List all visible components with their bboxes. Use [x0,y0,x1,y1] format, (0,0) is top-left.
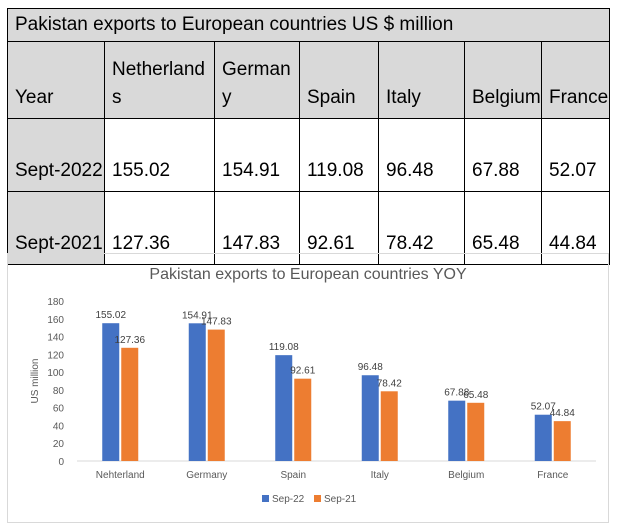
row-year: Sept-2021 [7,191,105,265]
table-cell: 44.84 [540,191,611,265]
table-row: Sept-2021 127.36 147.83 92.61 78.42 65.4… [7,191,611,265]
bar-sep-21 [553,421,571,461]
y-tick-label: 80 [53,386,65,397]
y-axis-label: US million [30,358,41,403]
data-label: 44.84 [550,408,575,419]
legend-swatch [262,495,269,502]
x-tick-label: Germany [186,470,227,481]
y-tick-label: 180 [47,297,64,308]
table-cell: 67.88 [464,118,542,192]
x-tick-label: Spain [280,470,306,481]
header-spain: Spain [299,41,379,119]
table-row: Sept-2022 155.02 154.91 119.08 96.48 67.… [7,118,611,192]
exports-table: Pakistan exports to European countries U… [6,8,611,265]
y-tick-label: 140 [47,333,64,344]
data-label: 147.83 [201,317,232,328]
bar-sep-21 [294,378,312,461]
x-tick-label: Belgium [448,470,484,481]
y-tick-label: 160 [47,315,64,326]
header-germany: Germany [214,41,300,119]
x-tick-label: France [537,470,569,481]
data-label: 96.48 [358,362,383,373]
header-year: Year [7,41,105,119]
bar-sep-21 [380,391,398,461]
data-label: 119.08 [269,342,299,353]
y-tick-label: 0 [58,457,64,468]
bar-sep-22 [188,323,206,461]
header-italy: Italy [378,41,465,119]
legend-label: Sep-21 [324,494,357,505]
data-label: 92.61 [290,366,315,377]
legend-swatch [314,495,321,502]
header-belgium: Belgium [464,41,542,119]
row-year: Sept-2022 [7,118,105,192]
y-tick-label: 120 [47,350,64,361]
header-france: France [540,41,611,119]
header-netherlands: Netherlands [104,41,215,119]
bar-sep-22 [534,414,552,461]
table-header-row: Year Netherlands Germany Spain Italy Bel… [7,41,611,119]
table-title: Pakistan exports to European countries U… [6,8,611,42]
data-label: 154.91 [182,310,213,321]
x-tick-label: Nehterland [96,470,145,481]
bar-sep-21 [467,402,485,461]
bar-sep-22 [448,400,466,461]
x-tick-label: Italy [371,470,389,481]
table-cell: 119.08 [299,118,379,192]
bar-chart: Pakistan exports to European countries Y… [7,253,609,523]
table-cell: 52.07 [540,118,611,192]
table-cell: 154.91 [214,118,300,192]
data-label: 65.48 [463,390,488,401]
bar-sep-22 [275,355,293,461]
data-label: 127.36 [114,335,145,346]
y-tick-label: 20 [53,439,65,450]
table-cell: 78.42 [378,191,465,265]
data-label: 52.07 [531,402,556,413]
chart-title: Pakistan exports to European countries Y… [149,266,467,283]
table-cell: 147.83 [214,191,300,265]
data-label: 78.42 [377,378,402,389]
table-cell: 65.48 [464,191,542,265]
table-cell: 155.02 [104,118,215,192]
bar-sep-22 [361,375,379,461]
data-label: 155.02 [95,310,126,321]
bar-sep-21 [207,329,225,461]
chart-plot: 0 20 40 60 80 100 120 140 160 180 US million 155.02… [30,297,596,505]
y-tick-label: 60 [53,404,65,415]
y-tick-label: 100 [47,368,64,379]
legend-label: Sep-22 [272,494,305,505]
table-cell: 96.48 [378,118,465,192]
y-tick-label: 40 [53,421,65,432]
data-label: 67.88 [444,388,469,399]
bar-sep-22 [102,323,120,461]
bar-sep-21 [121,347,139,461]
